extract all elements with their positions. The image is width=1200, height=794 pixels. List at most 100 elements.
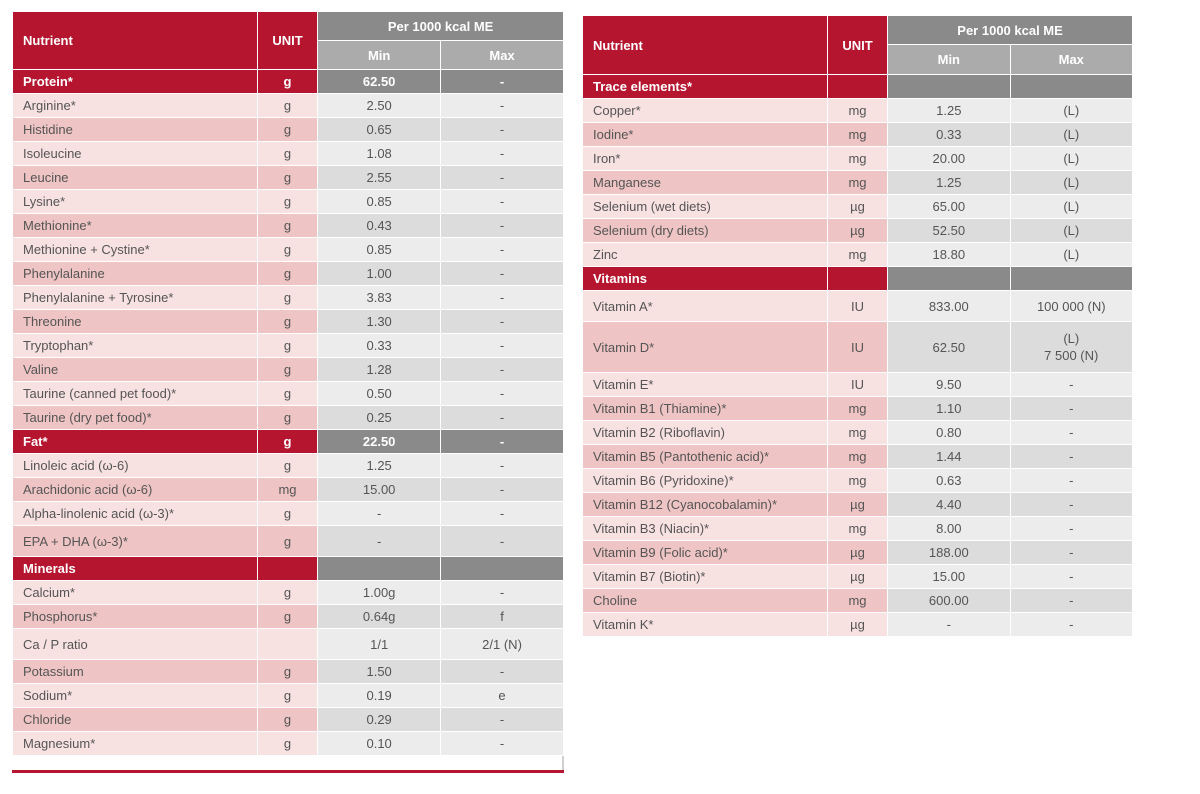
- nutrient-name: Minerals: [12, 556, 258, 581]
- min-value: 1.50: [317, 659, 442, 684]
- nutrient-name: Manganese: [582, 170, 828, 195]
- min-value: -: [317, 501, 442, 526]
- nutrient-row: Selenium (wet diets) µg 65.00 (L): [582, 194, 1134, 219]
- unit-cell: [256, 556, 319, 581]
- max-value: -: [440, 93, 564, 118]
- nutrient-name: Copper*: [582, 98, 828, 123]
- unit-cell: g: [256, 604, 319, 629]
- unit-cell: g: [256, 309, 319, 334]
- min-value: 1.10: [887, 396, 1011, 421]
- unit-cell: g: [256, 69, 319, 94]
- unit-cell: µg: [826, 492, 889, 517]
- nutrient-name: Vitamin B6 (Pyridoxine)*: [582, 468, 828, 493]
- unit-header: UNIT: [256, 11, 319, 70]
- unit-cell: g: [256, 165, 319, 190]
- nutrient-row: Chloride g 0.29-: [12, 707, 564, 732]
- nutrient-row: Alpha-linolenic acid (ω-3)* g - -: [12, 501, 564, 526]
- min-value: 18.80: [887, 242, 1011, 267]
- unit-header: UNIT: [826, 15, 889, 75]
- unit-cell: [826, 266, 889, 291]
- nutrient-row: Phenylalanine g 1.00-: [12, 261, 564, 286]
- unit-cell: mg: [826, 122, 889, 147]
- max-value: -: [440, 69, 564, 94]
- max-value: -: [440, 117, 564, 142]
- unit-cell: g: [256, 731, 319, 756]
- unit-cell: µg: [826, 612, 889, 637]
- nutrient-name: Phosphorus*: [12, 604, 258, 629]
- nutrient-row: Zinc mg 18.80 (L): [582, 242, 1134, 267]
- min-value: 600.00: [887, 588, 1011, 613]
- min-value: 1.28: [317, 357, 442, 382]
- nutrient-name: Zinc: [582, 242, 828, 267]
- unit-cell: g: [256, 213, 319, 238]
- min-header: Min: [317, 40, 442, 70]
- unit-cell: µg: [826, 540, 889, 565]
- right-table-body: Trace elements* Copper* mg 1.25 (L) Iodine* mg…: [582, 74, 1134, 637]
- unit-cell: g: [256, 93, 319, 118]
- nutrient-row: Vitamin A* IU 833.00 100 000 (N): [582, 290, 1134, 322]
- max-value: [1009, 266, 1134, 291]
- min-value: 22.50: [317, 429, 442, 454]
- min-value: 0.85: [317, 237, 442, 262]
- per-1000-kcal-header: Per 1000 kcal ME: [887, 15, 1133, 45]
- unit-cell: g: [256, 285, 319, 310]
- nutrient-name: Vitamin B1 (Thiamine)*: [582, 396, 828, 421]
- nutrient-row: Sodium* g 0.19 e: [12, 683, 564, 708]
- nutrient-name: Tryptophan*: [12, 333, 258, 358]
- min-value: 188.00: [887, 540, 1011, 565]
- min-value: 1.00: [317, 261, 442, 286]
- max-header: Max: [440, 40, 564, 70]
- nutrient-row: Vitamin B3 (Niacin)* mg 8.00-: [582, 516, 1134, 541]
- unit-cell: g: [256, 333, 319, 358]
- nutrient-row: Ca / P ratio 1/1 2/1 (N): [12, 628, 564, 660]
- unit-cell: g: [256, 580, 319, 605]
- nutrient-row: Tryptophan* g 0.33-: [12, 333, 564, 358]
- nutrient-name: Linoleic acid (ω-6): [12, 453, 258, 478]
- nutrient-name: Leucine: [12, 165, 258, 190]
- nutrient-name: Choline: [582, 588, 828, 613]
- max-value: -: [1009, 612, 1134, 637]
- min-value: 20.00: [887, 146, 1011, 171]
- max-value: (L): [1009, 242, 1134, 267]
- nutrient-name: Methionine*: [12, 213, 258, 238]
- nutrient-name: Vitamin D*: [582, 321, 828, 373]
- max-value: -: [440, 333, 564, 358]
- nutrient-row: Vitamin B2 (Riboflavin) mg 0.80-: [582, 420, 1134, 445]
- unit-cell: g: [256, 501, 319, 526]
- min-value: 1.25: [317, 453, 442, 478]
- min-value: 0.64g: [317, 604, 442, 629]
- unit-cell: µg: [826, 564, 889, 589]
- min-value: 1.30: [317, 309, 442, 334]
- section-header-row: Protein* g 62.50-: [12, 69, 564, 94]
- nutrient-name: Vitamin B2 (Riboflavin): [582, 420, 828, 445]
- nutrient-row: Isoleucine g 1.08-: [12, 141, 564, 166]
- nutrient-name: Selenium (wet diets): [582, 194, 828, 219]
- unit-cell: µg: [826, 218, 889, 243]
- max-value: -: [440, 429, 564, 454]
- unit-cell: IU: [826, 372, 889, 397]
- max-value: -: [440, 405, 564, 430]
- unit-cell: g: [256, 141, 319, 166]
- nutrient-name: Lysine*: [12, 189, 258, 214]
- max-value: (L): [1009, 98, 1134, 123]
- min-value: 62.50: [317, 69, 442, 94]
- nutrient-row: Vitamin B12 (Cyanocobalamin)* µg 4.40-: [582, 492, 1134, 517]
- min-value: [887, 74, 1011, 99]
- max-value: e: [440, 683, 564, 708]
- nutrient-row: Potassium g 1.50-: [12, 659, 564, 684]
- nutrient-name: Methionine + Cystine*: [12, 237, 258, 262]
- max-value: -: [440, 453, 564, 478]
- nutrient-row: Vitamin B9 (Folic acid)* µg 188.00-: [582, 540, 1134, 565]
- nutrient-header: Nutrient: [582, 15, 828, 75]
- nutrient-row: Methionine* g 0.43-: [12, 213, 564, 238]
- max-value: 100 000 (N): [1009, 290, 1134, 322]
- unit-cell: g: [256, 237, 319, 262]
- max-value: (L): [1009, 122, 1134, 147]
- nutrient-row: Vitamin K* µg - -: [582, 612, 1134, 637]
- section-header-row: Vitamins: [582, 266, 1134, 291]
- nutrient-row: Lysine* g 0.85-: [12, 189, 564, 214]
- max-header: Max: [1009, 44, 1134, 75]
- unit-cell: g: [256, 405, 319, 430]
- nutrient-row: Phenylalanine + Tyrosine* g 3.83-: [12, 285, 564, 310]
- unit-cell: g: [256, 453, 319, 478]
